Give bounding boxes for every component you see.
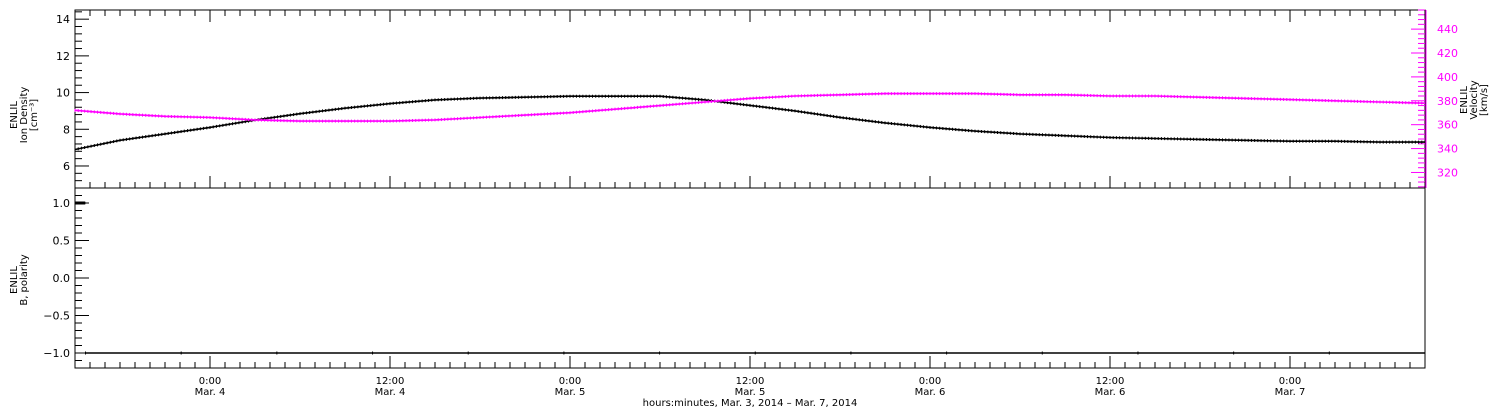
- ion-density-series-markers: [74, 94, 1423, 151]
- density-tick-label: 12: [56, 50, 70, 63]
- velocity-tick-label: 360: [1437, 119, 1458, 132]
- density-tick-label: 8: [63, 123, 70, 136]
- polarity-axis-label: ENLILB, polarity: [9, 254, 30, 305]
- x-tick-time: 12:00: [376, 376, 405, 387]
- bottom-panel-frame: [74, 187, 1426, 369]
- polarity-tick-label: 0.5: [53, 235, 71, 248]
- velocity-tick-label: 420: [1437, 47, 1458, 60]
- polarity-tick-label: 0.0: [53, 272, 71, 285]
- density-tick-label: 6: [63, 160, 70, 173]
- velocity-tick-label: 440: [1437, 23, 1458, 36]
- velocity-axis-label: ENLILVelocity[km/s]: [1459, 80, 1490, 119]
- density-tick-label: 14: [56, 13, 70, 26]
- x-tick-time: 0:00: [919, 376, 941, 387]
- b-polarity-panel: −1.0 −0.5 0.0 0.5 1.0 ENLILB, polarity: [9, 187, 1426, 369]
- x-tick-time: 0:00: [559, 376, 581, 387]
- x-tick-date: Mar. 4: [195, 387, 226, 398]
- x-tick-date: Mar. 5: [555, 387, 586, 398]
- velocity-series-markers: [74, 92, 1423, 123]
- velocity-tick-label: 380: [1437, 95, 1458, 108]
- x-tick-date: Mar. 5: [735, 387, 766, 398]
- x-tick-date: Mar. 7: [1275, 387, 1306, 398]
- density-tick-label: 10: [56, 87, 70, 100]
- x-tick-date: Mar. 4: [375, 387, 406, 398]
- x-tick-date: Mar. 6: [915, 387, 946, 398]
- polarity-tick-label: −1.0: [43, 347, 70, 360]
- polarity-tick-label: 1.0: [53, 197, 71, 210]
- polarity-series-2-markers: [85, 351, 1330, 355]
- density-axis-label: ENLILIon Density[cm⁻³]: [9, 87, 40, 144]
- velocity-tick-label: 340: [1437, 143, 1458, 156]
- ion-density-velocity-panel: 6 8 10 12 14 320 340 360 380 400 420 440 ENLILIon De…: [9, 9, 1490, 189]
- x-tick-time: 0:00: [1279, 376, 1301, 387]
- velocity-tick-label: 320: [1437, 166, 1458, 179]
- x-tick-time: 0:00: [199, 376, 221, 387]
- x-tick-time: 12:00: [1096, 376, 1125, 387]
- polarity-tick-label: −0.5: [43, 310, 70, 323]
- velocity-tick-label: 400: [1437, 71, 1458, 84]
- x-tick-date: Mar. 6: [1095, 387, 1126, 398]
- polarity-series-1-markers: [74, 201, 86, 205]
- x-axis-label: hours:minutes, Mar. 3, 2014 – Mar. 7, 20…: [643, 398, 858, 409]
- x-tick-time: 12:00: [736, 376, 765, 387]
